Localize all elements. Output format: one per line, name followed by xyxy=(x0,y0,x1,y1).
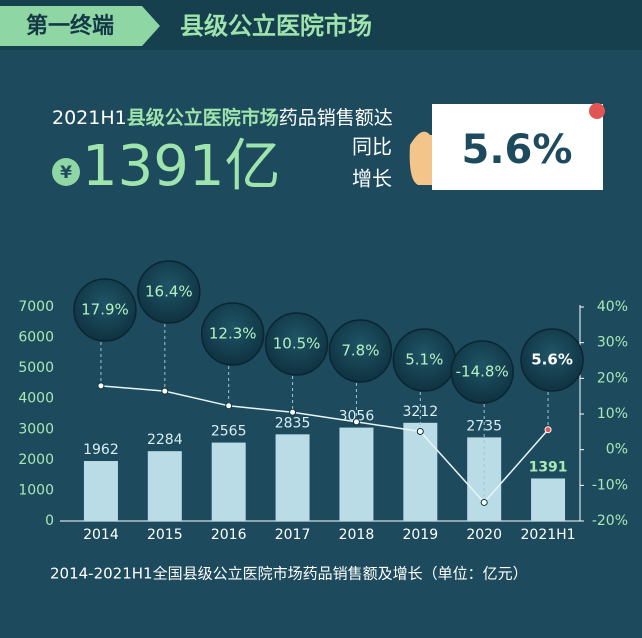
growth-box xyxy=(432,104,603,190)
x-tick-label: 2018 xyxy=(339,527,375,543)
x-tick-label: 2019 xyxy=(402,527,438,543)
growth-point xyxy=(480,498,488,506)
bar-value-label: 1962 xyxy=(83,442,119,458)
x-tick-label: 2015 xyxy=(147,527,183,543)
y-tick-label: 5000 xyxy=(18,360,54,376)
growth-bubble xyxy=(264,312,329,376)
bar xyxy=(147,451,182,521)
bar-value-label: 1391 xyxy=(529,459,568,475)
bar xyxy=(467,437,502,521)
x-tick-label: 2021H1 xyxy=(521,527,576,543)
chart-caption: 2014-2021H1全国县级公立医院市场药品销售额及增长（单位：亿元） xyxy=(50,565,528,583)
bar xyxy=(211,442,246,521)
growth-point xyxy=(225,402,233,410)
growth-point xyxy=(289,408,297,416)
growth-label: 16.4% xyxy=(145,283,193,301)
growth-bubble xyxy=(328,319,393,383)
headline-text: 药品销售额达 xyxy=(279,107,393,129)
currency-badge xyxy=(52,158,80,186)
growth-point xyxy=(97,382,105,390)
y-tick-label: 6000 xyxy=(18,330,54,346)
y2-tick-label: 0% xyxy=(606,442,628,458)
bar xyxy=(83,461,118,521)
x-tick-label: 2020 xyxy=(466,527,502,543)
header-tag xyxy=(0,6,160,46)
y-tick-label: 4000 xyxy=(18,391,54,407)
bar-value-label: 2735 xyxy=(466,418,502,434)
bar xyxy=(275,434,310,521)
growth-bubble xyxy=(137,260,201,324)
growth-point xyxy=(161,387,169,395)
bar-value-label: 2284 xyxy=(147,432,183,448)
growth-bubble xyxy=(520,328,584,392)
y2-tick-label: -10% xyxy=(592,477,628,493)
x-tick-label: 2017 xyxy=(275,527,311,543)
y-tick-label: 0 xyxy=(45,513,54,529)
growth-point xyxy=(544,426,552,434)
growth-bubble xyxy=(200,302,265,366)
bar xyxy=(403,422,438,521)
y-tick-label: 1000 xyxy=(18,482,54,498)
growth-label: 7.8% xyxy=(341,342,379,360)
growth-point xyxy=(416,427,424,435)
y-tick-label: 2000 xyxy=(18,452,54,468)
currency: ¥ xyxy=(60,163,72,183)
headline-amount: 1391亿 xyxy=(82,134,281,199)
headline-line: 2021H1县级公立医院市场药品销售额达 xyxy=(52,106,393,129)
bar xyxy=(339,427,374,521)
headline-market: 县级公立医院市场 xyxy=(127,106,279,129)
headline-period: 2021H1 xyxy=(52,107,127,129)
growth-point xyxy=(352,418,360,426)
growth-line xyxy=(100,385,549,504)
bar-value-label: 2565 xyxy=(211,424,247,440)
y2-tick-label: 20% xyxy=(597,370,628,386)
growth-label: -14.8% xyxy=(456,363,509,381)
header-tag-text: 第一终端 xyxy=(26,13,114,39)
x-tick-label: 2014 xyxy=(83,527,119,543)
growth-label: 10.5% xyxy=(273,335,321,353)
ribbon-icon xyxy=(589,103,605,119)
y2-tick-label: 40% xyxy=(597,299,628,315)
growth-label: 5.1% xyxy=(405,351,443,369)
growth-value: 5.6% xyxy=(462,127,573,173)
growth-label: 同比 xyxy=(352,135,392,159)
y-tick-label: 7000 xyxy=(18,299,54,315)
growth-label: 增长 xyxy=(352,167,392,191)
bar xyxy=(531,478,566,521)
growth-bubble xyxy=(73,278,137,342)
growth-bubble xyxy=(450,340,514,404)
growth-label: 17.9% xyxy=(81,301,129,319)
growth-label: 5.6% xyxy=(531,351,573,369)
y2-tick-label: -20% xyxy=(592,513,628,529)
header-title: 县级公立医院市场 xyxy=(180,12,372,40)
x-tick-label: 2016 xyxy=(211,527,247,543)
y2-tick-label: 30% xyxy=(597,335,628,351)
y2-tick-label: 10% xyxy=(597,406,628,422)
y-tick-label: 3000 xyxy=(18,421,54,437)
bar-value-label: 2835 xyxy=(275,415,311,431)
growth-label: 12.3% xyxy=(209,325,257,343)
